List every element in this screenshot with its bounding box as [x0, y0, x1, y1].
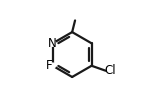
Circle shape: [50, 63, 55, 68]
Text: F: F: [46, 59, 52, 72]
Text: N: N: [48, 37, 57, 50]
Circle shape: [50, 40, 56, 46]
Text: Cl: Cl: [105, 64, 116, 77]
